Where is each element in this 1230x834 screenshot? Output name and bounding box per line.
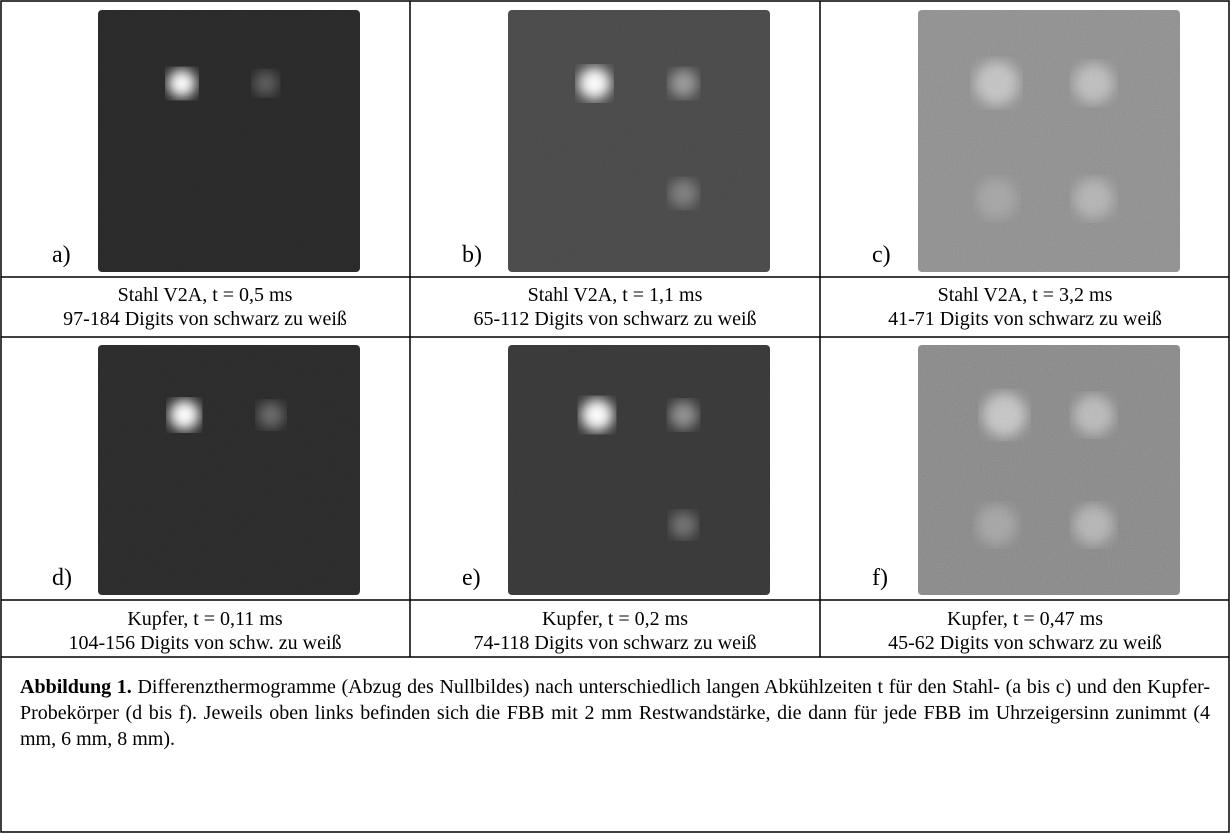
caption-text: Differenzthermogramme (Abzug des Nullbil… [20, 676, 1210, 750]
panel-caption-line: 74-118 Digits von schwarz zu weiß [410, 631, 820, 655]
caption-label: Abbildung 1. [20, 676, 132, 698]
panel-caption-line: 97-184 Digits von schwarz zu weiß [0, 307, 410, 331]
noise [98, 345, 360, 595]
noise [508, 10, 770, 272]
noise [918, 10, 1180, 272]
panel-caption-line: 65-112 Digits von schwarz zu weiß [410, 307, 820, 331]
panel-caption-line: Kupfer, t = 0,11 ms [0, 607, 410, 631]
panel-caption-line: Stahl V2A, t = 3,2 ms [820, 283, 1230, 307]
panel-label: e) [460, 565, 483, 592]
noise [508, 345, 770, 595]
panel-caption-line: Stahl V2A, t = 0,5 ms [0, 283, 410, 307]
panel-label: d) [50, 565, 74, 592]
panel-caption-line: 41-71 Digits von schwarz zu weiß [820, 307, 1230, 331]
noise [918, 345, 1180, 595]
panel-label: c) [870, 242, 893, 269]
panel-label: f) [870, 565, 890, 592]
figure-caption: Abbildung 1. Differenzthermogramme (Abzu… [20, 674, 1210, 752]
panel-caption-line: Kupfer, t = 0,2 ms [410, 607, 820, 631]
panel-caption-line: Kupfer, t = 0,47 ms [820, 607, 1230, 631]
noise [98, 10, 360, 272]
panel-caption-line: Stahl V2A, t = 1,1 ms [410, 283, 820, 307]
panel-caption-line: 45-62 Digits von schwarz zu weiß [820, 631, 1230, 655]
panel-label: b) [460, 242, 484, 269]
page: Abbildung 1. Differenzthermogramme (Abzu… [0, 0, 1230, 834]
panel-label: a) [50, 242, 73, 269]
panel-caption-line: 104-156 Digits von schw. zu weiß [0, 631, 410, 655]
